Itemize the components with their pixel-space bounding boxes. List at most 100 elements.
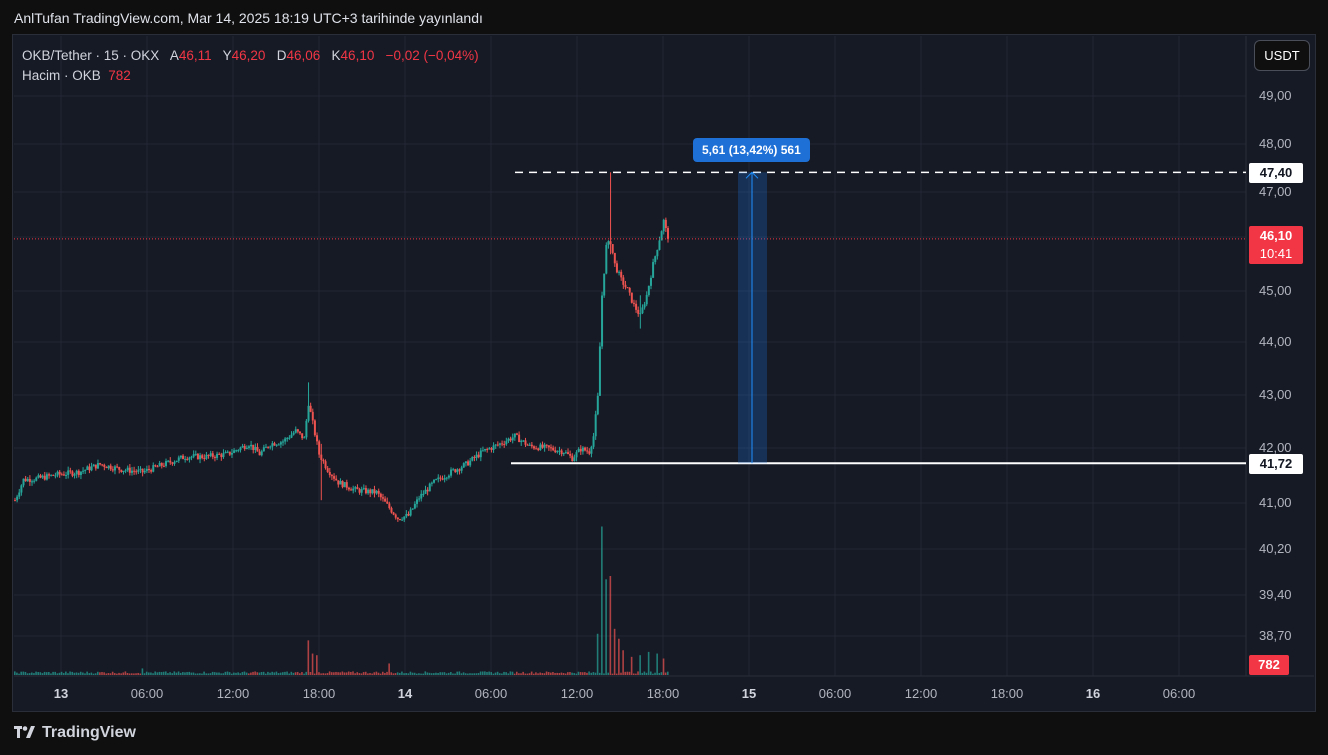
volume-bar (532, 673, 535, 675)
volume-bar (88, 673, 91, 675)
candle-body (133, 470, 136, 472)
volume-bar (607, 672, 610, 675)
volume-bar (150, 672, 152, 675)
candle-body (101, 464, 104, 466)
tradingview-logo-icon (14, 726, 35, 738)
candle-body (162, 465, 165, 467)
volume-bar (160, 672, 163, 675)
candle-body (14, 500, 16, 502)
volume-bar (58, 672, 61, 675)
volume-bar (481, 671, 484, 675)
volume-bar (37, 672, 39, 675)
volume-bar (65, 671, 67, 675)
candle-body (373, 489, 376, 494)
candle-body (235, 450, 238, 452)
candle-body (522, 440, 525, 442)
candle-body (203, 458, 206, 460)
legend-high-label: Y (222, 48, 232, 63)
volume-bar (581, 672, 584, 675)
volume-bar (301, 672, 303, 675)
candle-body (577, 448, 580, 453)
legend-symbol[interactable]: OKB/Tether · 15 · OKX (22, 48, 160, 63)
volume-bar (652, 673, 654, 675)
volume-bar (501, 673, 503, 675)
currency-button[interactable]: USDT (1254, 40, 1310, 71)
candle-body (660, 231, 663, 241)
volume-bar (171, 673, 173, 675)
volume-bar (452, 673, 454, 675)
volume-bar (371, 673, 373, 675)
candle-body (569, 453, 572, 456)
volume-bar (230, 673, 233, 675)
volume-bar (543, 673, 546, 675)
volume-bar (28, 673, 31, 675)
volume-bar (156, 672, 159, 675)
candle-body (426, 489, 429, 492)
candle-body (630, 292, 633, 303)
candle-body (526, 444, 529, 446)
publish-info: AnlTufan TradingView.com, Mar 14, 2025 1… (14, 10, 483, 26)
candle-body (360, 489, 363, 493)
candle-body (333, 476, 336, 479)
candle-body (269, 446, 272, 448)
candle-body (296, 429, 299, 432)
volume-bar (292, 672, 295, 675)
candle-body (256, 446, 259, 452)
candle-body (656, 249, 659, 257)
volume-bar (303, 673, 305, 675)
volume-bar (118, 672, 120, 675)
candle-body (420, 493, 423, 499)
candle-body (220, 454, 223, 458)
candle-body (584, 447, 587, 451)
candle-body (196, 453, 199, 460)
volume-bar (103, 672, 105, 675)
volume-bar (137, 672, 139, 675)
volume-bar (430, 673, 433, 675)
candle-body (607, 241, 610, 245)
candle-body (230, 452, 233, 455)
volume-bar (228, 672, 231, 675)
volume-bar (207, 673, 210, 675)
footer-brand: TradingView (42, 724, 136, 741)
volume-bar (611, 673, 614, 675)
candle-body (209, 453, 212, 456)
volume-bar (113, 673, 116, 675)
volume-bar (56, 673, 59, 675)
volume-bar (435, 672, 437, 675)
volume-bar (620, 672, 622, 675)
volume-bar (503, 671, 505, 675)
time-axis-label: 14 (397, 686, 413, 701)
volume-bar (443, 672, 446, 675)
tradingview-logo[interactable]: TradingView (14, 724, 136, 742)
volume-bar (273, 672, 276, 675)
volume-bar (235, 672, 237, 675)
chart-panel[interactable] (12, 34, 1316, 712)
candle-body (386, 501, 389, 504)
volume-bar (120, 673, 122, 675)
candle-body (445, 477, 448, 479)
candle-body (150, 470, 153, 472)
volume-bar (618, 638, 620, 675)
volume-bar (167, 673, 169, 675)
candle-body (50, 474, 53, 476)
candle-body (537, 448, 540, 451)
volume-bar (352, 671, 354, 675)
candle-body (469, 460, 472, 466)
candle-body (562, 453, 565, 455)
candle-body (39, 475, 42, 478)
volume-bar (169, 672, 171, 675)
volume-bar (128, 673, 131, 675)
candle-body (124, 470, 127, 472)
candle-body (632, 302, 635, 304)
volume-bar (92, 673, 95, 675)
candle-body (477, 454, 480, 458)
volume-bar (60, 671, 63, 675)
volume-bar (562, 673, 565, 675)
candle-body (579, 448, 582, 452)
legend-volume-label[interactable]: Hacim · OKB (22, 68, 101, 83)
candle-body (258, 451, 261, 456)
volume-bar (275, 671, 278, 675)
candle-body (592, 436, 595, 447)
candle-body (339, 480, 342, 485)
